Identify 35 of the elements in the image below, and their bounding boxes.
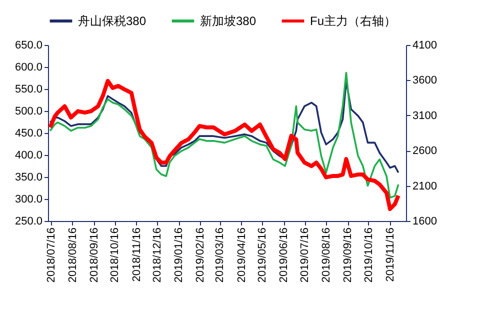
x-tick-label: 2018/08/16 [66,228,79,283]
x-tick-label: 2019/10/16 [362,228,375,283]
x-tick-label: 2018/12/16 [152,228,164,283]
y2-tick-label: 4100 [412,40,437,52]
x-tick-label: 2019/06/16 [278,228,290,283]
x-tick-label: 2018/09/16 [88,228,100,283]
y-tick-label: 400.0 [14,150,42,162]
y-tick-label: 500.0 [14,106,42,118]
x-tick-label: 2018/07/16 [45,228,58,283]
x-tick-label: 2019/09/16 [342,228,354,283]
x-tick-label: 2019/05/16 [256,228,269,283]
y2-tick-label: 2600 [412,145,437,158]
y-tick-label: 450.0 [14,128,42,140]
y2-tick-label: 3100 [412,110,437,122]
x-tick-label: 2019/01/16 [173,228,186,283]
x-tick-label: 2019/02/16 [194,228,207,283]
x-tick-label: 2019/08/16 [320,228,333,283]
x-tick-label: 2018/11/16 [130,228,143,282]
x-tick-label: 2019/04/16 [236,228,248,283]
legend-label: 舟山保税380 [78,14,146,28]
y2-tick-label: 1600 [412,216,437,228]
y-tick-label: 350.0 [14,172,42,184]
legend-label: 新加坡380 [200,14,256,28]
y-tick-label: 550.0 [14,84,42,96]
x-tick-label: 2019/11/16 [384,228,397,282]
y-tick-label: 300.0 [14,194,42,206]
x-tick-label: 2018/10/16 [109,228,122,283]
y-tick-label: 600.0 [14,62,42,74]
y-tick-label: 650.0 [14,40,42,52]
y2-tick-label: 2100 [412,180,437,192]
y2-tick-label: 3600 [412,74,437,87]
x-tick-label: 2019/03/16 [214,228,226,283]
y-tick-label: 250.0 [14,216,42,228]
legend-label: Fu主力（右轴） [310,14,396,28]
x-tick-label: 2019/07/16 [299,228,312,283]
